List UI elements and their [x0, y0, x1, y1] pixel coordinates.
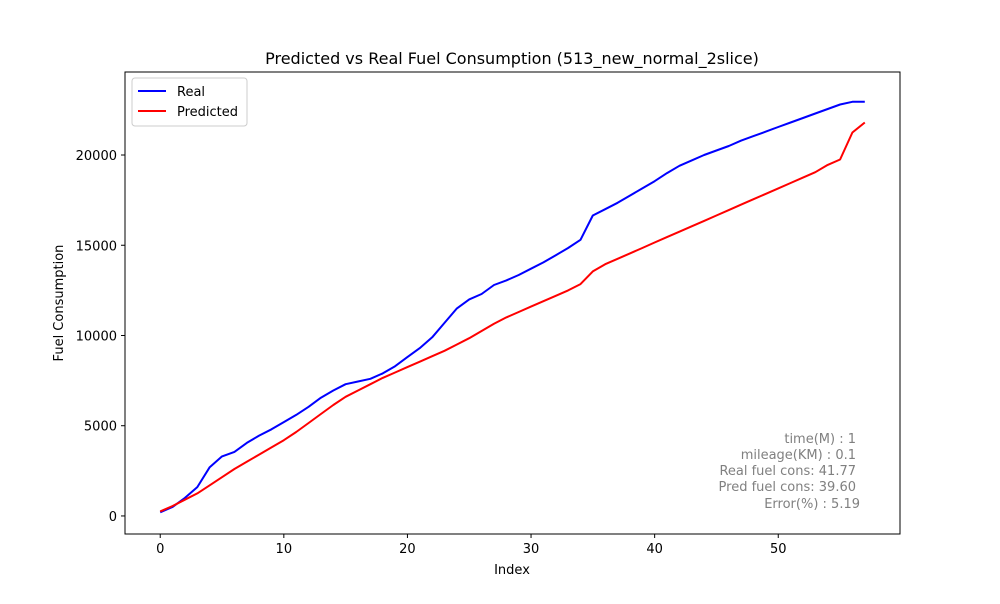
- y-tick-label: 15000: [76, 239, 117, 254]
- y-axis-ticks: 0 5000 10000 15000 20000: [76, 149, 125, 525]
- annotation-real-fuel: Real fuel cons: 41.77: [719, 464, 856, 479]
- x-tick-label: 0: [156, 542, 164, 557]
- y-tick-label: 5000: [84, 420, 117, 435]
- x-tick-label: 50: [770, 542, 787, 557]
- series-line-real: [159, 100, 865, 514]
- x-axis-label: Index: [494, 563, 530, 578]
- stats-annotation: time(M) : 1 mileage(KM) : 0.1 Real fuel …: [719, 432, 860, 512]
- plot-frame: [124, 71, 901, 535]
- legend-label-real: Real: [177, 85, 205, 100]
- x-tick-label: 40: [646, 542, 663, 557]
- x-tick-label: 30: [523, 542, 540, 557]
- y-tick-label: 20000: [76, 149, 117, 164]
- annotation-error: Error(%) : 5.19: [764, 497, 860, 512]
- legend-label-predicted: Predicted: [177, 105, 238, 120]
- annotation-pred-fuel: Pred fuel cons: 39.60: [719, 480, 856, 495]
- y-tick-label: 10000: [76, 329, 117, 344]
- series-layer: [159, 100, 866, 514]
- y-tick-label: 0: [109, 510, 117, 525]
- legend: Real Predicted: [131, 77, 248, 127]
- x-tick-label: 10: [276, 542, 293, 557]
- chart-title: Predicted vs Real Fuel Consumption (513_…: [265, 49, 759, 69]
- x-axis-ticks: 0 10 20 30 40 50: [156, 534, 787, 557]
- y-axis-label: Fuel Consumption: [52, 245, 67, 362]
- annotation-mileage: mileage(KM) : 0.1: [741, 448, 856, 463]
- series-line-predicted: [159, 121, 866, 513]
- annotation-time: time(M) : 1: [784, 432, 856, 447]
- x-tick-label: 20: [399, 542, 416, 557]
